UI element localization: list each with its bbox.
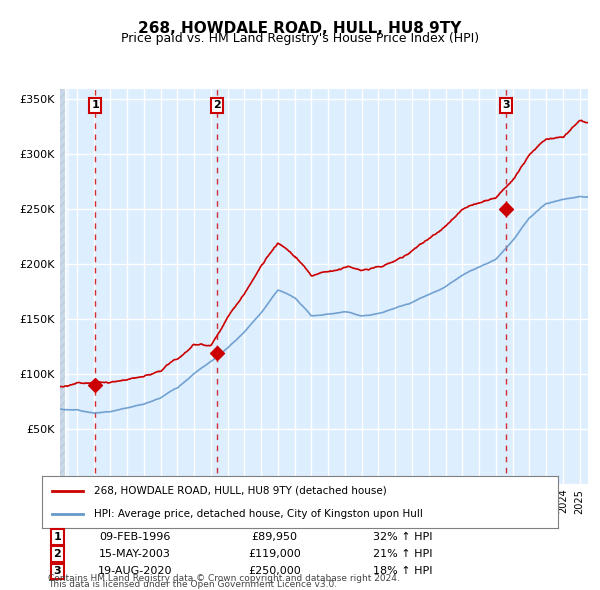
Text: 268, HOWDALE ROAD, HULL, HU8 9TY: 268, HOWDALE ROAD, HULL, HU8 9TY bbox=[139, 21, 461, 35]
Text: 15-MAY-2003: 15-MAY-2003 bbox=[99, 549, 171, 559]
Text: 1: 1 bbox=[91, 100, 99, 110]
Text: Contains HM Land Registry data © Crown copyright and database right 2024.: Contains HM Land Registry data © Crown c… bbox=[48, 574, 400, 583]
Text: £119,000: £119,000 bbox=[248, 549, 301, 559]
Text: 09-FEB-1996: 09-FEB-1996 bbox=[99, 532, 170, 542]
Text: 268, HOWDALE ROAD, HULL, HU8 9TY (detached house): 268, HOWDALE ROAD, HULL, HU8 9TY (detach… bbox=[94, 486, 386, 496]
Text: This data is licensed under the Open Government Licence v3.0.: This data is licensed under the Open Gov… bbox=[48, 580, 337, 589]
Bar bbox=[60, 88, 65, 484]
Text: £250,000: £250,000 bbox=[248, 566, 301, 576]
Text: £89,950: £89,950 bbox=[251, 532, 297, 542]
Text: 32% ↑ HPI: 32% ↑ HPI bbox=[373, 532, 433, 542]
Text: 18% ↑ HPI: 18% ↑ HPI bbox=[373, 566, 433, 576]
Point bbox=[212, 349, 222, 358]
Bar bbox=[60, 88, 68, 484]
Text: HPI: Average price, detached house, City of Kingston upon Hull: HPI: Average price, detached house, City… bbox=[94, 509, 422, 519]
Text: 21% ↑ HPI: 21% ↑ HPI bbox=[373, 549, 433, 559]
Point bbox=[91, 381, 100, 390]
Text: Price paid vs. HM Land Registry's House Price Index (HPI): Price paid vs. HM Land Registry's House … bbox=[121, 32, 479, 45]
Text: 3: 3 bbox=[503, 100, 510, 110]
Point bbox=[502, 205, 511, 214]
Text: 2: 2 bbox=[53, 549, 61, 559]
Text: 19-AUG-2020: 19-AUG-2020 bbox=[98, 566, 172, 576]
Text: 2: 2 bbox=[213, 100, 221, 110]
Text: 1: 1 bbox=[53, 532, 61, 542]
Polygon shape bbox=[60, 88, 65, 484]
Text: 3: 3 bbox=[53, 566, 61, 576]
